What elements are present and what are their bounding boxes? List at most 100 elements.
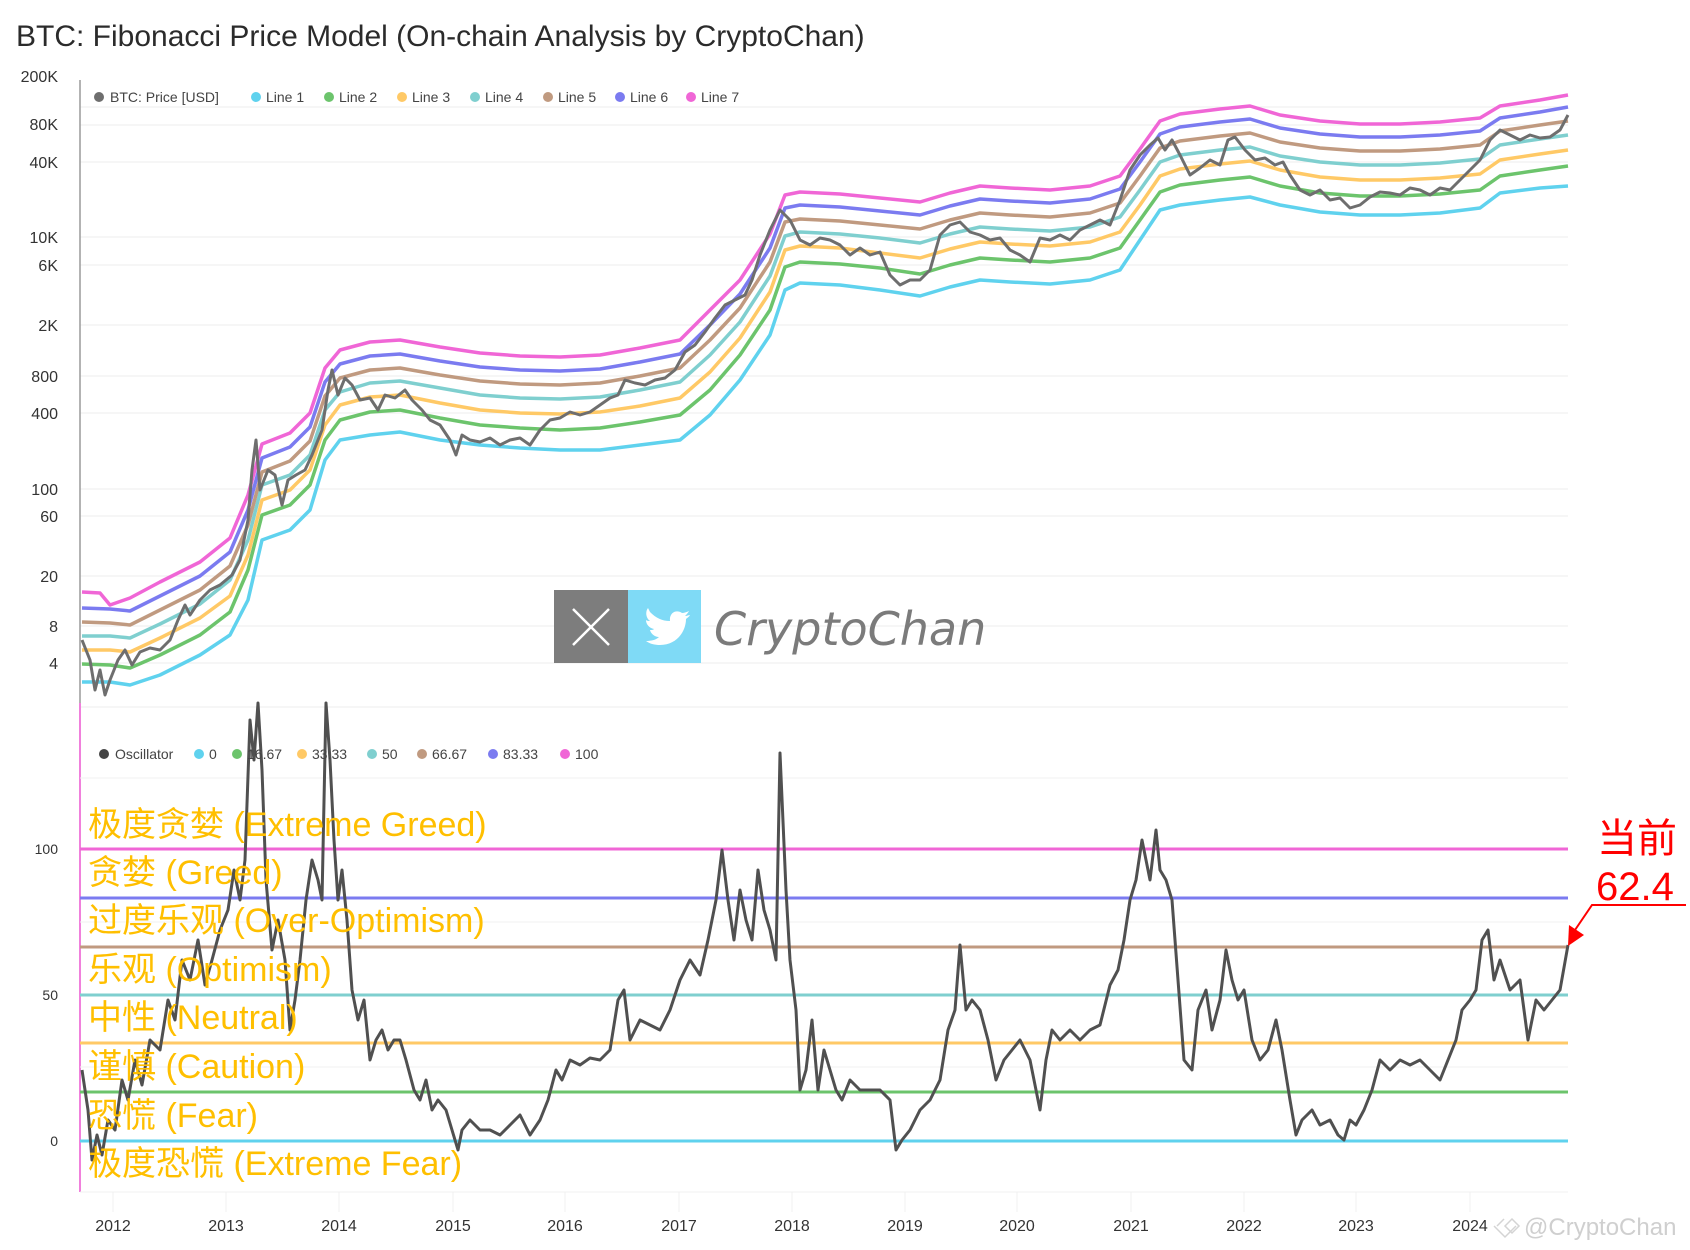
zone-labels: 极度贪婪 (Extreme Greed) 贪婪 (Greed) 过度乐观 (Ov… bbox=[88, 806, 487, 1183]
line-7 bbox=[81, 93, 1569, 607]
line-3 bbox=[82, 148, 1569, 654]
x-tick: 2021 bbox=[1113, 1218, 1149, 1235]
legend-dot-100 bbox=[560, 749, 570, 759]
zone-caution: 谨慎 (Caution) bbox=[88, 1048, 305, 1086]
binance-square-icon bbox=[1493, 1217, 1521, 1239]
annotation-label: 当前 bbox=[1597, 817, 1677, 861]
price-bands bbox=[81, 93, 1569, 687]
y-tick: 4 bbox=[49, 656, 58, 673]
x-icon bbox=[572, 608, 610, 646]
legend-label: 83.33 bbox=[503, 746, 538, 762]
y-tick: 400 bbox=[31, 406, 58, 423]
legend-dot-83 bbox=[488, 749, 498, 759]
line-6 bbox=[81, 105, 1569, 613]
legend-label: 0 bbox=[209, 746, 217, 762]
arrow-icon bbox=[1574, 904, 1686, 931]
legend-label: Line 7 bbox=[701, 89, 739, 105]
legend-label: 66.67 bbox=[432, 746, 467, 762]
x-tick: 2019 bbox=[887, 1218, 923, 1235]
x-tick: 2016 bbox=[547, 1218, 583, 1235]
watermark-logo: CryptoChan bbox=[554, 590, 986, 663]
x-tick: 2020 bbox=[999, 1218, 1035, 1235]
y-tick: 8 bbox=[49, 619, 58, 636]
zone-fear: 恐慌 (Fear) bbox=[88, 1097, 258, 1135]
x-tick: 2015 bbox=[435, 1218, 471, 1235]
price-panel: 200K 80K 40K 10K 6K 2K 800 400 100 60 20… bbox=[21, 69, 1570, 708]
x-tick: 2013 bbox=[208, 1218, 244, 1235]
oscillator-y-ticks: 100 50 0 bbox=[35, 841, 59, 1149]
legend-dot-line5 bbox=[543, 92, 553, 102]
threshold-lines bbox=[80, 847, 1568, 1143]
x-axis-ticks: 2012 2013 2014 2015 2016 2017 2018 2019 … bbox=[95, 1218, 1488, 1235]
x-tick: 2017 bbox=[661, 1218, 697, 1235]
y-tick: 800 bbox=[31, 369, 58, 386]
y-tick: 60 bbox=[40, 509, 58, 526]
watermark-brand: CryptoChan bbox=[714, 602, 986, 656]
x-tick: 2018 bbox=[774, 1218, 810, 1235]
legend-label: Oscillator bbox=[115, 746, 174, 762]
y-tick: 40K bbox=[30, 155, 59, 172]
legend-dot-line7 bbox=[686, 92, 696, 102]
y-tick: 20 bbox=[40, 569, 58, 586]
legend-dot-line1 bbox=[251, 92, 261, 102]
oscillator-legend: Oscillator 0 16.67 33.33 50 66.67 83.33 … bbox=[99, 746, 599, 762]
y-tick: 50 bbox=[42, 987, 58, 1003]
line-5 bbox=[81, 119, 1569, 627]
legend-dot-oscillator bbox=[99, 749, 109, 759]
oscillator-line bbox=[80, 701, 1570, 1162]
price-y-ticks: 200K 80K 40K 10K 6K 2K 800 400 100 60 20… bbox=[21, 69, 59, 673]
legend-label: BTC: Price [USD] bbox=[110, 89, 219, 105]
legend-dot-67 bbox=[417, 749, 427, 759]
y-tick: 2K bbox=[38, 318, 58, 335]
legend-dot-btc bbox=[94, 92, 104, 102]
zone-over-optimism: 过度乐观 (Over-Optimism) bbox=[88, 902, 485, 940]
y-tick: 0 bbox=[50, 1133, 58, 1149]
x-tick: 2023 bbox=[1338, 1218, 1374, 1235]
zone-optimism: 乐观 (Optimism) bbox=[88, 951, 332, 989]
legend-label: 100 bbox=[575, 746, 599, 762]
line-2 bbox=[81, 164, 1569, 670]
x-tick: 2012 bbox=[95, 1218, 131, 1235]
legend-dot-0 bbox=[194, 749, 204, 759]
price-legend: BTC: Price [USD] Line 1 Line 2 Line 3 Li… bbox=[94, 89, 739, 105]
legend-dot-50 bbox=[367, 749, 377, 759]
y-tick: 6K bbox=[38, 258, 58, 275]
price-gridlines bbox=[80, 106, 1568, 708]
x-tick: 2014 bbox=[321, 1218, 357, 1235]
annotation-value: 62.4 bbox=[1596, 865, 1674, 909]
y-tick: 100 bbox=[31, 482, 58, 499]
y-tick: 10K bbox=[30, 230, 59, 247]
zone-extreme-greed: 极度贪婪 (Extreme Greed) bbox=[88, 806, 487, 844]
x-tick: 2022 bbox=[1226, 1218, 1262, 1235]
legend-label: Line 3 bbox=[412, 89, 450, 105]
legend-dot-line2 bbox=[324, 92, 334, 102]
legend-label: Line 5 bbox=[558, 89, 596, 105]
line-4 bbox=[82, 133, 1569, 640]
legend-label: Line 6 bbox=[630, 89, 668, 105]
zone-extreme-fear: 极度恐慌 (Extreme Fear) bbox=[88, 1145, 462, 1183]
oscillator-gridlines bbox=[80, 777, 1568, 1193]
legend-label: Line 1 bbox=[266, 89, 304, 105]
btc-price-line bbox=[80, 114, 1570, 697]
handle-watermark: @CryptoChan bbox=[1493, 1214, 1676, 1241]
legend-label: Line 4 bbox=[485, 89, 523, 105]
legend-dot-16 bbox=[232, 749, 242, 759]
zone-greed: 贪婪 (Greed) bbox=[88, 854, 283, 892]
legend-dot-line3 bbox=[397, 92, 407, 102]
arrowhead-icon bbox=[1568, 925, 1584, 946]
y-tick: 200K bbox=[21, 69, 59, 86]
x-tick: 2024 bbox=[1452, 1218, 1488, 1235]
line-1 bbox=[82, 184, 1569, 687]
legend-label: 50 bbox=[382, 746, 398, 762]
handle-text: @CryptoChan bbox=[1524, 1214, 1676, 1241]
oscillator-panel: 100 50 0 极度贪婪 (Extreme Greed) 贪婪 (Greed)… bbox=[35, 701, 1686, 1212]
legend-label: 16.67 bbox=[247, 746, 282, 762]
legend-label: 33.33 bbox=[312, 746, 347, 762]
legend-dot-line6 bbox=[615, 92, 625, 102]
legend-dot-33 bbox=[297, 749, 307, 759]
legend-dot-line4 bbox=[470, 92, 480, 102]
current-value-annotation: 当前 62.4 bbox=[1568, 817, 1686, 946]
legend-label: Line 2 bbox=[339, 89, 377, 105]
x-gridlines bbox=[112, 1192, 1471, 1212]
